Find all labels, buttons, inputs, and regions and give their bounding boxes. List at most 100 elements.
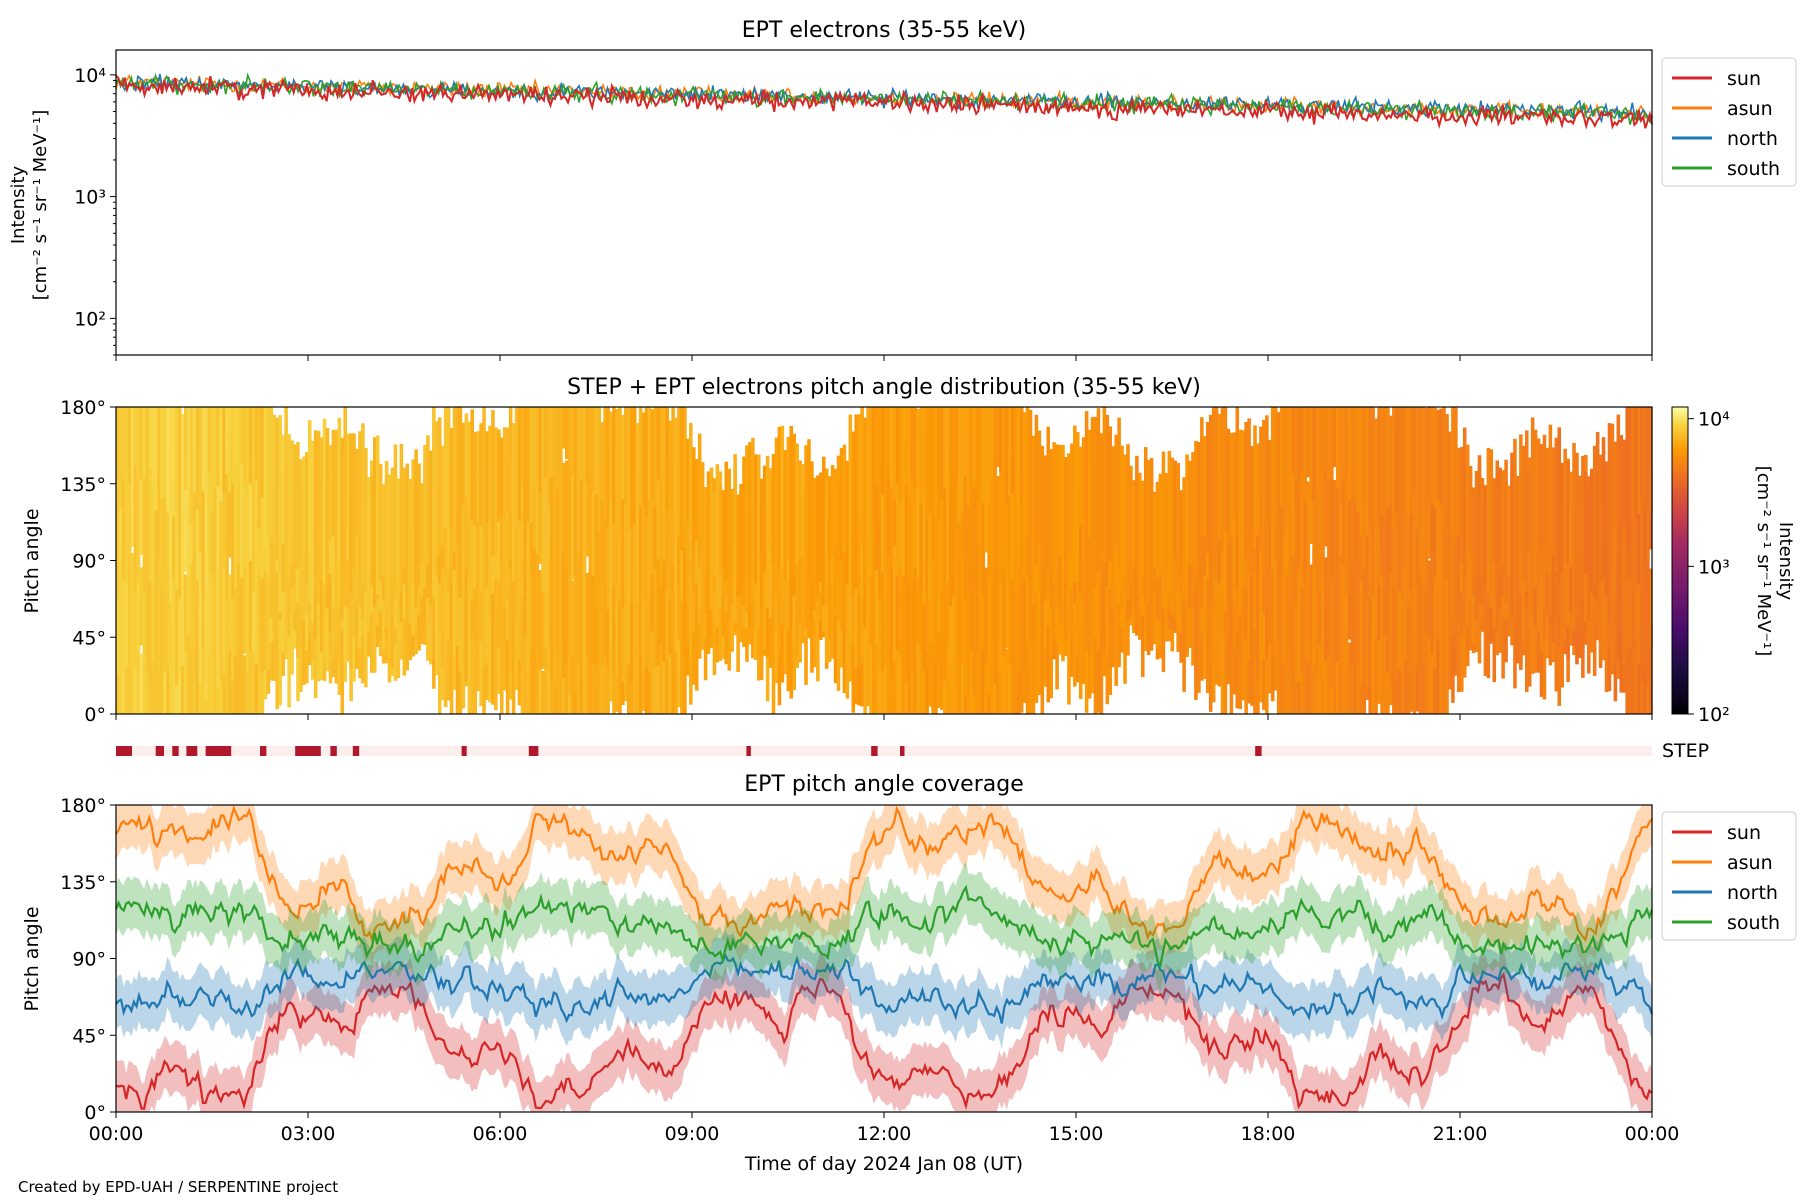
pad-cell (470, 409, 475, 521)
pad-cell (1084, 411, 1089, 548)
pad-cell (1282, 407, 1287, 532)
pad-cell (756, 481, 761, 631)
pad-cell (485, 431, 489, 523)
pad-cell (1197, 492, 1201, 583)
pad-cell (573, 459, 578, 574)
pad-cell (1025, 548, 1030, 646)
pad-cell (210, 407, 215, 513)
pad-cell (1135, 455, 1139, 614)
pad-cell (139, 454, 144, 555)
legend-label-asun: asun (1727, 98, 1773, 120)
pad-cell (322, 418, 327, 584)
y-tick-label: 180° (60, 795, 106, 817)
pad-cell (219, 407, 223, 502)
pad-cell (733, 454, 737, 624)
pad-cell (547, 407, 551, 506)
pad-cell (1040, 445, 1045, 546)
pad-cell (494, 541, 498, 627)
pad-cell (886, 533, 891, 696)
pad-cell (689, 513, 693, 660)
pad-cell (680, 407, 684, 551)
pad-cell (275, 532, 280, 632)
pad-cell (278, 415, 283, 572)
pad-cell (139, 407, 144, 480)
pad-cell (957, 407, 962, 523)
pad-cell (975, 407, 980, 490)
pad-cell (1259, 531, 1263, 649)
pad-cell (1223, 593, 1228, 714)
pad-cell (1297, 407, 1302, 473)
pad-cell (638, 407, 643, 506)
step-active-segment (295, 746, 321, 756)
pad-cell (662, 528, 667, 663)
pad-cell (975, 550, 980, 653)
pad-cell (898, 450, 903, 567)
pad-cell (1332, 407, 1337, 467)
pad-cell (573, 407, 578, 476)
pad-cell (1220, 591, 1225, 714)
pad-cell (1341, 438, 1346, 564)
pad-cell (884, 407, 888, 465)
step-timeline-background (116, 746, 1652, 756)
pad-cell (674, 535, 678, 652)
pad-cell (251, 407, 256, 485)
pad-cell (644, 556, 649, 666)
pad-cell (178, 407, 182, 533)
pad-cell (305, 452, 309, 584)
pad-cell (1268, 551, 1272, 644)
pad-cell (594, 551, 599, 665)
pad-cell (1628, 597, 1632, 714)
pad-cell (724, 461, 729, 581)
pad-cell (842, 444, 847, 553)
pad-cell (878, 439, 882, 599)
pad-cell (895, 442, 900, 576)
pad-cell (514, 454, 519, 621)
pad-cell (1149, 457, 1154, 623)
pad-cell (1300, 634, 1305, 714)
pad-cell (833, 468, 838, 551)
pad-cell (1031, 577, 1036, 714)
pad-cell (121, 528, 126, 672)
pad-cell (1013, 555, 1018, 662)
pad-cell (653, 476, 658, 570)
pad-cell (585, 407, 590, 485)
intensity-legend-box (1661, 57, 1797, 187)
pad-cell (1350, 619, 1355, 714)
pad-cell (1427, 475, 1432, 559)
step-active-segment (900, 746, 905, 756)
pad-cell (963, 407, 968, 476)
pad-cell (1427, 560, 1432, 638)
pad-cell (668, 439, 672, 599)
pad-cell (1241, 430, 1245, 536)
pad-cell (1019, 565, 1024, 642)
pad-cell (378, 463, 383, 582)
pad-cell (1111, 446, 1115, 560)
pad-cell (476, 467, 480, 599)
pad-cell (597, 407, 602, 532)
pad-cell (399, 443, 404, 591)
pad-cell (582, 407, 587, 483)
pad-cell (671, 407, 675, 521)
pad-cell (1303, 627, 1307, 714)
pad-cell (243, 407, 247, 484)
x-axis-label: Time of day 2024 Jan 08 (UT) (744, 1153, 1023, 1175)
pad-cell (984, 624, 988, 714)
pad-cell (544, 434, 548, 593)
pad-cell (1344, 407, 1349, 478)
pad-cell (231, 407, 235, 484)
pad-cell (502, 461, 507, 608)
pad-cell (127, 453, 132, 564)
pad-cell (1649, 568, 1653, 647)
pad-heatmap-cells (116, 407, 1653, 714)
pad-cell (1019, 407, 1024, 504)
legend-label-south: south (1727, 158, 1780, 180)
pad-cell (1551, 447, 1556, 556)
pad-cell (243, 655, 247, 714)
pad-cell (1448, 431, 1452, 546)
pad-cell (754, 454, 758, 583)
pad-cell (1625, 552, 1629, 651)
pad-cell (745, 445, 749, 614)
pad-cell (564, 649, 569, 714)
pad-cell (913, 518, 918, 686)
pad-cell (1439, 596, 1443, 714)
